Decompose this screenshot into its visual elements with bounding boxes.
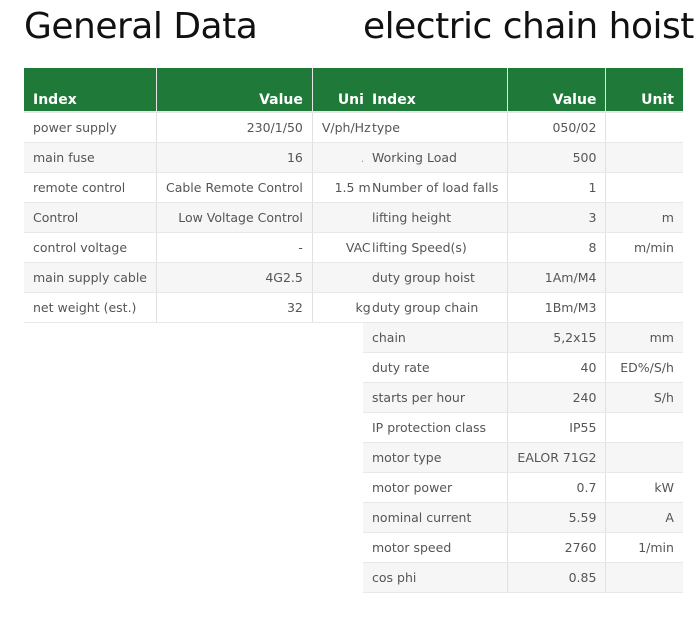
column-header: Value <box>155 68 313 113</box>
table-cell: power supply <box>24 112 157 143</box>
header-row: Index Value Unit <box>24 68 380 113</box>
table-cell: 5,2x15 <box>507 322 606 353</box>
table-cell: 32 <box>155 292 313 323</box>
table-cell: 1Am/M4 <box>507 262 606 293</box>
table-cell <box>605 112 683 143</box>
table-cell: Number of load falls <box>363 172 508 203</box>
table-cell <box>605 262 683 293</box>
table-row: lifting Speed(s) 8 m/min <box>363 232 683 263</box>
table-cell: duty group chain <box>363 292 508 323</box>
table-cell: EALOR 71G2 <box>507 442 606 473</box>
table-row: starts per hour 240 S/h <box>363 382 683 413</box>
table-cell: 0.85 <box>507 562 606 593</box>
table-row: cos phi 0.85 <box>363 562 683 593</box>
table-cell: main fuse <box>24 142 157 173</box>
table-cell: 1Bm/M3 <box>507 292 606 323</box>
table-cell: 4G2.5 <box>155 262 313 293</box>
table-row: motor speed 2760 1/min <box>363 532 683 563</box>
table-cell: mm <box>605 322 683 353</box>
table-cell: lifting Speed(s) <box>363 232 508 263</box>
table-cell: IP55 <box>507 412 606 443</box>
table-row: control voltage - VAC <box>24 232 380 263</box>
table-row: main supply cable 4G2.5 <box>24 262 380 293</box>
data-table: Index Value Unit type 050/02 Working Load 500 N… <box>363 68 683 593</box>
table-row: nominal current 5.59 A <box>363 502 683 533</box>
table-cell <box>605 142 683 173</box>
column-header: Index <box>363 68 508 113</box>
table-cell: 1 <box>507 172 606 203</box>
table-cell: Control <box>24 202 157 233</box>
table-row: type 050/02 <box>363 112 683 143</box>
table-row: IP protection class IP55 <box>363 412 683 443</box>
table-cell: m/min <box>605 232 683 263</box>
table-cell: 240 <box>507 382 606 413</box>
table-row: main fuse16A <box>24 142 380 173</box>
table-row: Control Low Voltage Control <box>24 202 380 233</box>
table-row: Number of load falls 1 <box>363 172 683 203</box>
column-header: Unit <box>605 68 683 113</box>
table-row: duty group hoist 1Am/M4 <box>363 262 683 293</box>
table-cell: main supply cable <box>24 262 157 293</box>
table-row: motor power 0.7 kW <box>363 472 683 503</box>
table-cell: control voltage <box>24 232 157 263</box>
table-cell: - <box>155 232 313 263</box>
table-cell: lifting height <box>363 202 508 233</box>
table-cell <box>605 442 683 473</box>
table-cell: Cable Remote Control <box>155 172 313 203</box>
table-cell: Low Voltage Control <box>155 202 313 233</box>
table-row: net weight (est.) 32 kg <box>24 292 380 323</box>
table-cell: 3 <box>507 202 606 233</box>
table-cell <box>605 412 683 443</box>
table-cell: nominal current <box>363 502 508 533</box>
table-cell: remote control <box>24 172 157 203</box>
column-header: Index <box>24 68 157 113</box>
column-header: Value <box>507 68 606 113</box>
table-cell: 16 <box>155 142 313 173</box>
table-cell: 2760 <box>507 532 606 563</box>
table-row: chain 5,2x15 mm <box>363 322 683 353</box>
table-cell: duty group hoist <box>363 262 508 293</box>
table-cell: motor power <box>363 472 508 503</box>
table-cell: duty rate <box>363 352 508 383</box>
table-cell: kW <box>605 472 683 503</box>
table-cell: A <box>605 502 683 533</box>
table-cell: chain <box>363 322 508 353</box>
table-cell: 40 <box>507 352 606 383</box>
table-cell: m <box>605 202 683 233</box>
table-cell: IP protection class <box>363 412 508 443</box>
table-cell <box>605 172 683 203</box>
table-cell: ED%/S/h <box>605 352 683 383</box>
table-cell: cos phi <box>363 562 508 593</box>
data-table: Index Value Unit power supply 230/1/50 V/ph/H… <box>24 68 380 323</box>
table-cell: motor type <box>363 442 508 473</box>
table-cell: type <box>363 112 508 143</box>
table-row: duty rate 40 ED%/S/h <box>363 352 683 383</box>
table-cell: 500 <box>507 142 606 173</box>
table-cell <box>605 562 683 593</box>
table-row: lifting height 3 m <box>363 202 683 233</box>
table-cell: 8 <box>507 232 606 263</box>
header-row: Index Value Unit <box>363 68 683 113</box>
table-cell: motor speed <box>363 532 508 563</box>
section-title: General Data <box>24 6 258 47</box>
table-row: duty group chain 1Bm/M3 <box>363 292 683 323</box>
table-row: Working Load 500 <box>363 142 683 173</box>
table-row: remote control Cable Remote Control 1.5 m <box>24 172 380 203</box>
table-cell <box>605 292 683 323</box>
table-row: power supply 230/1/50 V/ph/Hz <box>24 112 380 143</box>
table-cell: 050/02 <box>507 112 606 143</box>
table-cell: 0.7 <box>507 472 606 503</box>
table-cell: starts per hour <box>363 382 508 413</box>
table-row: motor type EALOR 71G2 <box>363 442 683 473</box>
section-title: electric chain hoist <box>363 6 694 47</box>
table-cell: Working Load <box>363 142 508 173</box>
table-cell: 230/1/50 <box>155 112 313 143</box>
table-cell: 1/min <box>605 532 683 563</box>
table-cell: net weight (est.) <box>24 292 157 323</box>
table-cell: 5.59 <box>507 502 606 533</box>
table-cell: S/h <box>605 382 683 413</box>
